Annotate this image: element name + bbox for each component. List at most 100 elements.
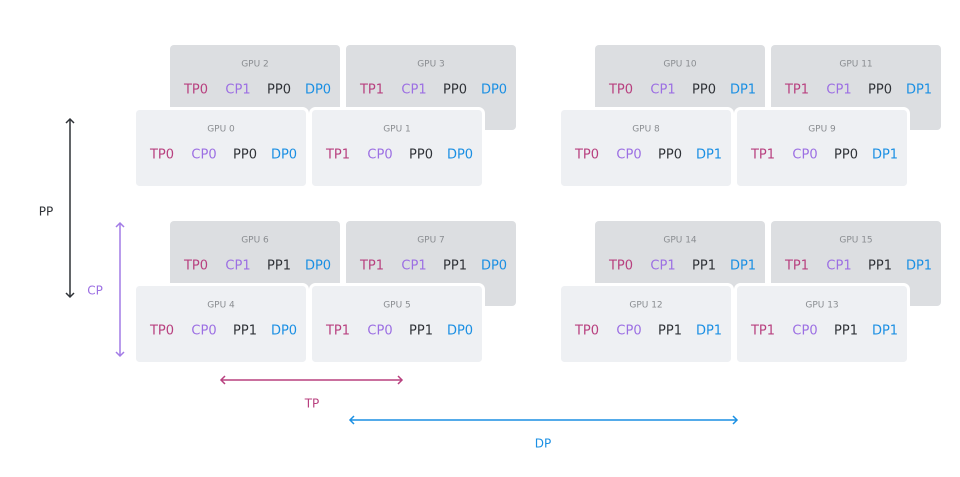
parallel-tag: CP1 bbox=[401, 83, 426, 98]
parallel-tag: PP0 bbox=[267, 83, 291, 98]
parallel-tag: CP1 bbox=[826, 83, 851, 98]
parallel-tag: PP0 bbox=[692, 83, 716, 98]
pp-label: PP bbox=[39, 205, 53, 219]
parallel-tag: TP0 bbox=[574, 148, 599, 163]
cp-label: CP bbox=[87, 284, 103, 298]
parallel-tag: DP1 bbox=[906, 83, 932, 98]
gpu-grid: GPU 2 TP0 CP1 PP0 DP0 GPU 3 TP1 CP1 PP0 DP0 GPU 10… bbox=[133, 45, 941, 365]
gpu-label: GPU 14 bbox=[663, 236, 697, 246]
parallel-tag: TP1 bbox=[325, 324, 350, 339]
gpu-label: GPU 8 bbox=[632, 125, 660, 135]
parallel-tag: TP1 bbox=[325, 148, 350, 163]
parallel-tag: DP1 bbox=[696, 324, 722, 339]
gpu-card: GPU 8 TP0 CP0 PP0 DP1 bbox=[558, 107, 734, 189]
parallel-tag: DP1 bbox=[730, 83, 756, 98]
parallel-tag: TP0 bbox=[608, 259, 633, 274]
parallel-tag: DP1 bbox=[872, 324, 898, 339]
gpu-label: GPU 11 bbox=[839, 60, 872, 70]
gpu-label: GPU 4 bbox=[207, 301, 235, 311]
parallel-tag: PP1 bbox=[834, 324, 858, 339]
parallel-tag: TP1 bbox=[784, 259, 809, 274]
parallel-tag: CP1 bbox=[225, 83, 250, 98]
gpu-card: GPU 9 TP1 CP0 PP0 DP1 bbox=[734, 107, 910, 189]
parallel-tag: PP0 bbox=[409, 148, 433, 163]
parallel-tag: DP1 bbox=[906, 259, 932, 274]
gpu-label: GPU 13 bbox=[805, 301, 838, 311]
gpu-card: GPU 12 TP0 CP0 PP1 DP1 bbox=[558, 283, 734, 365]
gpu-card: GPU 4 TP0 CP0 PP1 DP0 bbox=[133, 283, 309, 365]
gpu-box bbox=[558, 283, 734, 365]
parallel-tag: DP0 bbox=[305, 83, 331, 98]
parallel-tag: CP0 bbox=[792, 148, 817, 163]
parallel-tag: PP0 bbox=[868, 83, 892, 98]
parallel-tag: TP1 bbox=[750, 324, 775, 339]
gpu-box bbox=[133, 107, 309, 189]
parallel-tag: DP0 bbox=[305, 259, 331, 274]
parallel-tag: CP0 bbox=[367, 148, 392, 163]
dp-label: DP bbox=[535, 437, 551, 451]
parallel-tag: PP0 bbox=[834, 148, 858, 163]
parallel-tag: DP0 bbox=[271, 148, 297, 163]
parallel-tag: CP1 bbox=[401, 259, 426, 274]
parallel-tag: TP0 bbox=[574, 324, 599, 339]
parallel-tag: PP1 bbox=[267, 259, 291, 274]
gpu-label: GPU 3 bbox=[417, 60, 445, 70]
gpu-box bbox=[309, 283, 485, 365]
parallel-tag: TP1 bbox=[784, 83, 809, 98]
parallel-tag: PP1 bbox=[443, 259, 467, 274]
parallel-tag: PP0 bbox=[233, 148, 257, 163]
parallel-tag: DP1 bbox=[872, 148, 898, 163]
parallel-tag: DP0 bbox=[447, 324, 473, 339]
gpu-box bbox=[558, 107, 734, 189]
gpu-label: GPU 2 bbox=[241, 60, 269, 70]
gpu-label: GPU 12 bbox=[629, 301, 662, 311]
gpu-card: GPU 1 TP1 CP0 PP0 DP0 bbox=[309, 107, 485, 189]
parallel-tag: TP1 bbox=[359, 83, 384, 98]
parallel-tag: TP0 bbox=[149, 324, 174, 339]
parallel-tag: DP1 bbox=[696, 148, 722, 163]
parallel-tag: PP1 bbox=[692, 259, 716, 274]
gpu-label: GPU 1 bbox=[383, 125, 411, 135]
gpu-card: GPU 0 TP0 CP0 PP0 DP0 bbox=[133, 107, 309, 189]
parallel-tag: PP1 bbox=[233, 324, 257, 339]
parallel-tag: TP0 bbox=[183, 83, 208, 98]
parallel-tag: PP1 bbox=[868, 259, 892, 274]
gpu-label: GPU 15 bbox=[839, 236, 872, 246]
gpu-label: GPU 0 bbox=[207, 125, 235, 135]
parallel-tag: TP1 bbox=[359, 259, 384, 274]
gpu-box bbox=[734, 107, 910, 189]
gpu-label: GPU 7 bbox=[417, 236, 445, 246]
gpu-box bbox=[309, 107, 485, 189]
parallel-tag: CP0 bbox=[792, 324, 817, 339]
parallel-tag: CP0 bbox=[191, 148, 216, 163]
parallel-tag: CP1 bbox=[225, 259, 250, 274]
parallel-tag: DP0 bbox=[271, 324, 297, 339]
parallel-tag: CP0 bbox=[616, 324, 641, 339]
parallel-tag: PP0 bbox=[658, 148, 682, 163]
parallel-tag: CP1 bbox=[826, 259, 851, 274]
parallel-tag: PP1 bbox=[409, 324, 433, 339]
parallel-tag: CP1 bbox=[650, 259, 675, 274]
gpu-card: GPU 13 TP1 CP0 PP1 DP1 bbox=[734, 283, 910, 365]
parallel-tag: DP1 bbox=[730, 259, 756, 274]
gpu-label: GPU 5 bbox=[383, 301, 411, 311]
parallel-tag: TP0 bbox=[183, 259, 208, 274]
gpu-label: GPU 10 bbox=[663, 60, 697, 70]
gpu-label: GPU 9 bbox=[808, 125, 836, 135]
parallel-tag: TP1 bbox=[750, 148, 775, 163]
parallel-tag: TP0 bbox=[608, 83, 633, 98]
tp-label: TP bbox=[304, 397, 320, 411]
gpu-card: GPU 5 TP1 CP0 PP1 DP0 bbox=[309, 283, 485, 365]
parallel-tag: CP1 bbox=[650, 83, 675, 98]
parallel-tag: DP0 bbox=[481, 83, 507, 98]
parallel-tag: DP0 bbox=[447, 148, 473, 163]
parallel-tag: DP0 bbox=[481, 259, 507, 274]
gpu-label: GPU 6 bbox=[241, 236, 269, 246]
parallel-tag: TP0 bbox=[149, 148, 174, 163]
parallel-tag: CP0 bbox=[191, 324, 216, 339]
parallel-tag: CP0 bbox=[367, 324, 392, 339]
gpu-box bbox=[133, 283, 309, 365]
gpu-box bbox=[734, 283, 910, 365]
